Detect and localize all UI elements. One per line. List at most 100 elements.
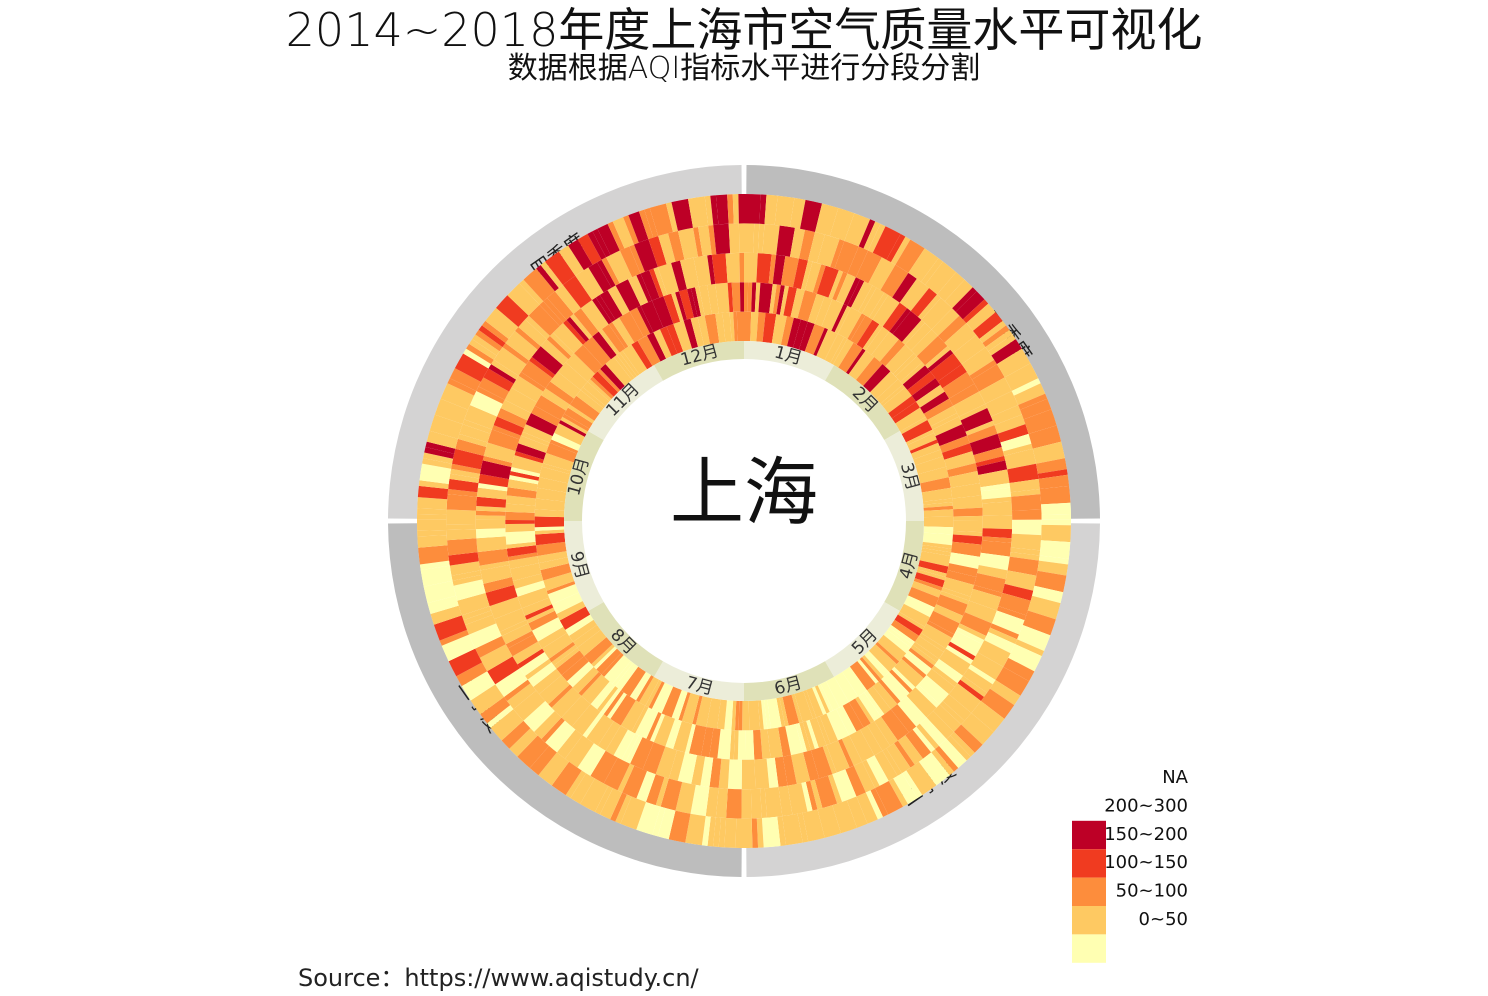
aqi-cell [1036, 458, 1067, 474]
aqi-cell [801, 781, 813, 812]
aqi-cell [868, 223, 886, 253]
aqi-cell [447, 378, 477, 396]
aqi-cell [826, 676, 849, 708]
aqi-cell [816, 265, 839, 298]
aqi-cell [659, 326, 678, 357]
aqi-cell [633, 239, 658, 272]
aqi-cell [449, 561, 481, 576]
aqi-cell [849, 729, 875, 762]
aqi-cell [974, 572, 1006, 593]
aqi-cell [754, 758, 770, 789]
aqi-cell [665, 718, 682, 750]
legend-swatch [1072, 934, 1106, 963]
aqi-cell [958, 403, 988, 421]
aqi-cell [615, 279, 641, 312]
aqi-cell [1004, 363, 1039, 392]
aqi-cell [447, 489, 478, 497]
aqi-cell [515, 326, 541, 350]
aqi-cell [907, 586, 939, 608]
aqi-cell [629, 671, 652, 701]
aqi-cell [933, 704, 962, 732]
aqi-cell [1009, 478, 1040, 493]
aqi-cell [886, 233, 906, 263]
aqi-cell [882, 748, 902, 776]
aqi-cell [597, 259, 616, 288]
aqi-cell [451, 448, 484, 470]
aqi-cell [448, 552, 479, 566]
aqi-cell [580, 778, 609, 813]
aqi-cell [500, 399, 531, 421]
aqi-cell [541, 463, 571, 475]
aqi-cell [511, 455, 543, 474]
aqi-cell [782, 694, 800, 726]
aqi-cell [430, 605, 462, 625]
aqi-cell [698, 225, 712, 257]
aqi-cell [744, 194, 761, 224]
aqi-cell [889, 624, 915, 645]
aqi-cell [417, 485, 449, 500]
aqi-cell [535, 487, 567, 502]
aqi-cell [1000, 433, 1032, 452]
aqi-cell [503, 679, 531, 702]
aqi-cell [463, 610, 493, 626]
aqi-cell [836, 273, 856, 304]
aqi-cell [668, 810, 691, 843]
aqi-cell [522, 424, 553, 443]
aqi-cell [725, 252, 740, 283]
aqi-cell [902, 365, 931, 391]
aqi-cell [953, 334, 986, 365]
aqi-cell [988, 627, 1018, 644]
month-segment-2 [825, 365, 900, 440]
aqi-cell [653, 267, 668, 297]
aqi-cell [923, 502, 953, 508]
aqi-cell [906, 761, 937, 796]
aqi-cell [890, 704, 917, 733]
aqi-cell [941, 587, 971, 601]
aqi-cell [433, 615, 468, 641]
aqi-cell [832, 338, 854, 368]
aqi-cell [449, 473, 480, 484]
aqi-cell [690, 784, 710, 817]
aqi-cell [779, 696, 789, 727]
aqi-cell [525, 413, 558, 437]
aqi-cell [777, 816, 787, 846]
aqi-cell [916, 569, 946, 581]
center-city-label: 上海 [670, 450, 818, 536]
aqi-cell [507, 634, 538, 657]
aqi-cell [505, 523, 535, 533]
aqi-cell [628, 211, 649, 243]
aqi-cell [515, 580, 546, 597]
aqi-cell [727, 194, 734, 224]
aqi-cell [573, 624, 601, 648]
aqi-cell [1007, 463, 1039, 484]
aqi-cell [953, 391, 986, 417]
aqi-cell [936, 594, 968, 616]
aqi-cell [447, 538, 478, 556]
aqi-cell [731, 282, 741, 312]
aqi-cell [948, 683, 981, 714]
aqi-cell [636, 273, 652, 303]
aqi-cell [559, 606, 591, 630]
aqi-cell [459, 424, 491, 443]
aqi-cell [603, 757, 631, 791]
aqi-cell [925, 346, 951, 369]
aqi-cell [945, 570, 977, 585]
aqi-cell [599, 290, 623, 320]
aqi-cell [915, 684, 940, 708]
aqi-cell [521, 360, 553, 389]
aqi-cell [863, 221, 881, 251]
aqi-cell [605, 357, 633, 387]
aqi-cell [879, 339, 906, 367]
aqi-cell [985, 329, 1013, 352]
aqi-cell [650, 713, 665, 743]
aqi-cell [469, 391, 503, 417]
aqi-cell [978, 377, 1012, 404]
aqi-cell [562, 275, 593, 309]
aqi-cell [756, 253, 772, 284]
aqi-cell [507, 552, 538, 561]
aqi-cell [956, 627, 985, 645]
aqi-cell [877, 634, 907, 662]
aqi-cell [538, 557, 570, 571]
aqi-cell [708, 224, 717, 255]
aqi-cell [587, 379, 612, 402]
